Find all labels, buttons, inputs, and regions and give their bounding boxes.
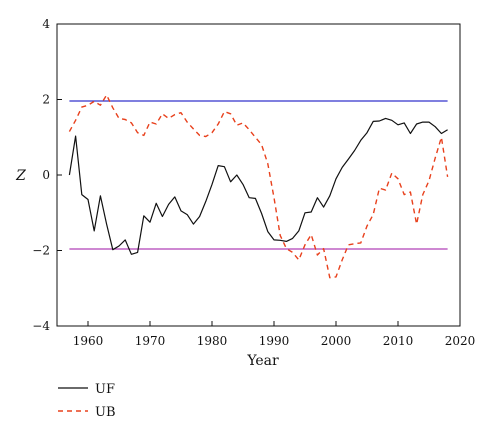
y-tick-label: 0: [42, 168, 50, 182]
axis-ticks: 1960 1970 1980 1990 2000 2010 2020 −4 −2 0 2 4: [32, 17, 475, 348]
series-line-ub: [68, 94, 449, 279]
plot-frame: [56, 23, 461, 327]
y-tick-label: 4: [42, 17, 50, 31]
x-tick-label: 1970: [135, 334, 166, 348]
y-tick-label: −2: [32, 244, 50, 258]
y-tick-label: 2: [42, 93, 50, 107]
x-tick-label: 2000: [321, 334, 352, 348]
x-tick-label: 1980: [197, 334, 228, 348]
y-tick-label: −4: [32, 319, 50, 333]
legend-label-ub: UB: [95, 405, 116, 420]
series-line-uf: [68, 117, 448, 255]
x-tick-label: 2020: [445, 334, 476, 348]
x-tick-label: 2010: [383, 334, 414, 348]
x-tick-label: 1960: [73, 334, 104, 348]
series-lines: [68, 94, 449, 279]
legend-label-uf: UF: [95, 382, 115, 397]
x-tick-label: 1990: [259, 334, 290, 348]
x-axis-title: Year: [246, 353, 279, 369]
legend: UF UB: [58, 382, 116, 420]
y-axis-title: Z: [15, 168, 26, 184]
